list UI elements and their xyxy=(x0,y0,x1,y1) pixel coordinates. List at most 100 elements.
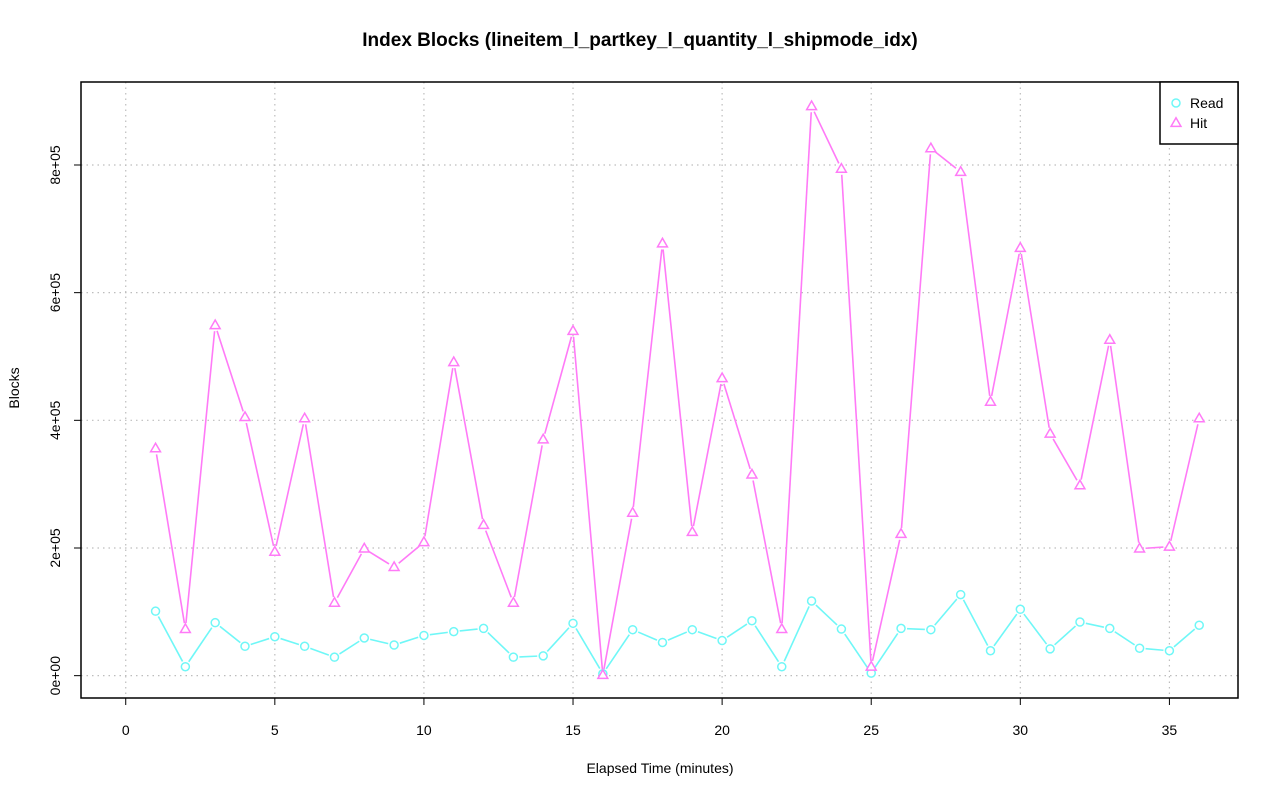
series-read xyxy=(150,589,1204,679)
data-point xyxy=(626,506,639,518)
series-line-segment xyxy=(454,367,484,520)
series-line-segment xyxy=(487,632,510,654)
series-line-segment xyxy=(637,631,658,641)
series-line-segment xyxy=(815,604,838,626)
x-tick-label: 15 xyxy=(565,722,581,738)
data-point xyxy=(240,641,250,652)
data-point xyxy=(538,651,548,661)
data-point xyxy=(1045,644,1055,654)
x-tick-label: 10 xyxy=(416,722,432,738)
series-line-segment xyxy=(781,112,813,624)
data-point xyxy=(686,525,699,537)
data-point xyxy=(270,631,280,642)
series-line-segment xyxy=(216,330,244,412)
data-point xyxy=(448,626,459,637)
series-line-segment xyxy=(1054,625,1077,646)
legend: Read Hit xyxy=(1159,81,1239,145)
data-point xyxy=(984,395,997,406)
series-line-segment xyxy=(1173,628,1196,648)
data-point xyxy=(896,623,906,634)
data-point xyxy=(835,162,848,173)
series-line-segment xyxy=(906,627,925,631)
data-point xyxy=(477,518,490,530)
series-line-segment xyxy=(424,368,454,537)
series-line-segment xyxy=(1109,345,1140,543)
series-line-segment xyxy=(993,613,1018,647)
x-tick-label: 30 xyxy=(1013,722,1029,738)
y-tick-label: 8e+05 xyxy=(47,145,63,185)
data-point xyxy=(387,560,401,572)
legend-label: Read xyxy=(1190,95,1223,111)
data-point xyxy=(806,596,817,606)
y-tick-label: 4e+05 xyxy=(47,400,63,440)
series-line-segment xyxy=(840,174,872,661)
series-line-segment xyxy=(1085,622,1105,628)
data-point xyxy=(775,622,788,634)
series-line-segment xyxy=(783,606,810,662)
data-point xyxy=(238,410,252,422)
series-line-segment xyxy=(339,640,360,655)
data-point xyxy=(1105,623,1115,634)
data-point xyxy=(328,596,341,608)
series-line-segment xyxy=(962,599,989,646)
series-line-segment xyxy=(603,518,633,670)
data-point xyxy=(687,624,698,635)
series-line-segment xyxy=(752,480,782,624)
data-point xyxy=(358,541,371,553)
data-point xyxy=(985,646,996,656)
series-line-segment xyxy=(1020,253,1050,428)
data-point xyxy=(210,617,220,628)
data-point xyxy=(1103,333,1117,345)
series-line-segment xyxy=(429,631,448,636)
series-line-segment xyxy=(219,625,241,644)
data-point xyxy=(568,618,578,629)
series-line-segment xyxy=(1145,647,1164,652)
legend-label: Hit xyxy=(1190,115,1207,131)
data-point xyxy=(657,637,668,648)
data-point xyxy=(566,324,580,336)
legend-marker xyxy=(1169,116,1183,128)
grid-lines xyxy=(81,82,1238,698)
data-point xyxy=(894,527,908,539)
series-line-segment xyxy=(960,177,991,396)
series-line-segment xyxy=(697,630,717,640)
x-tick-label: 0 xyxy=(122,722,130,738)
data-point xyxy=(1015,604,1026,615)
series-line-segment xyxy=(245,422,275,547)
series-line-segment xyxy=(459,628,478,632)
series-line-segment xyxy=(1023,613,1048,645)
data-point xyxy=(627,624,638,635)
series-line-segment xyxy=(519,655,538,658)
series-line-segment xyxy=(662,249,693,527)
series-line-segment xyxy=(310,647,330,656)
data-point xyxy=(805,99,818,111)
legend-box xyxy=(1159,81,1239,145)
y-tick-label: 6e+05 xyxy=(47,273,63,313)
series-line-segment xyxy=(157,616,184,662)
data-point xyxy=(149,441,162,453)
data-point xyxy=(508,652,519,662)
legend-marker xyxy=(1171,98,1181,108)
data-point xyxy=(1075,617,1085,627)
series-line-segment xyxy=(513,445,543,598)
data-point xyxy=(745,467,759,479)
data-point xyxy=(596,668,610,680)
data-point xyxy=(180,661,191,672)
data-point xyxy=(299,641,310,652)
data-point xyxy=(1163,540,1176,551)
series-line-segment xyxy=(280,637,300,646)
series-line-segment xyxy=(484,530,512,598)
series-line-segment xyxy=(871,539,901,662)
series-line-segment xyxy=(369,638,389,645)
data-point xyxy=(1014,241,1027,253)
x-tick-label: 25 xyxy=(863,722,879,738)
data-point xyxy=(417,535,431,547)
series-line-segment xyxy=(188,627,213,663)
data-point xyxy=(507,596,520,608)
y-tick-label: 0e+00 xyxy=(47,656,63,696)
series-line-segment xyxy=(155,454,186,624)
data-point xyxy=(1164,646,1175,656)
data-point xyxy=(864,660,878,671)
plot-frame xyxy=(80,81,1239,699)
data-point xyxy=(836,624,847,634)
